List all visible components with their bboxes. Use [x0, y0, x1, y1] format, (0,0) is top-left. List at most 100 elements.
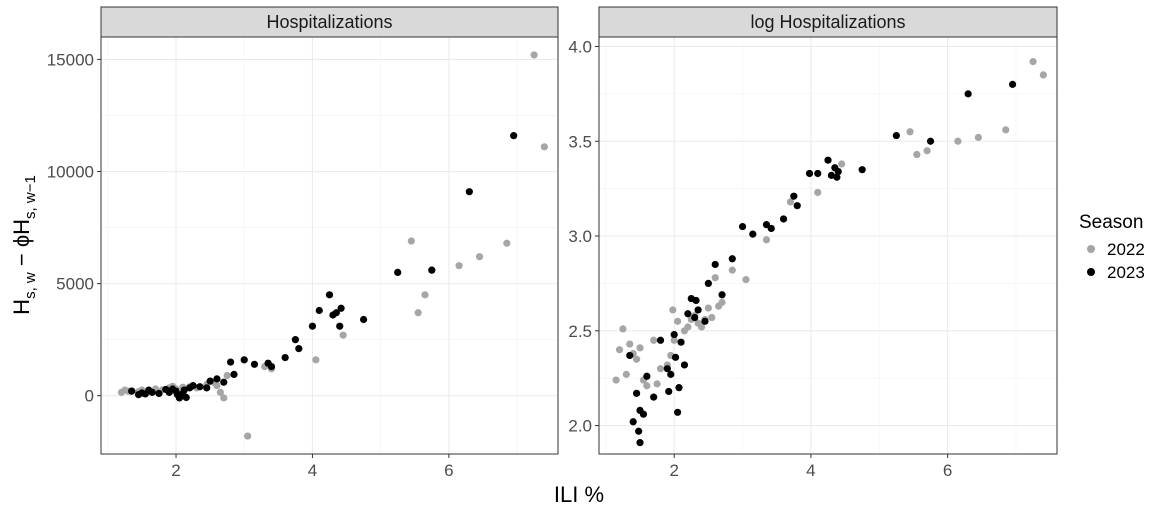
- point-2023: [680, 361, 689, 369]
- point-2023: [220, 378, 228, 386]
- point-2022: [1039, 71, 1047, 79]
- axis-ticks: 2 4 6 2.0 2.5 3.0 3.5 4.0: [568, 37, 952, 480]
- point-2023: [694, 306, 702, 314]
- point-2023: [663, 365, 671, 373]
- y-tick-label: 2.0: [568, 417, 592, 436]
- axis-ticks: 2 4 6 0 5000 10000 15000: [47, 50, 454, 480]
- point-2023: [1008, 80, 1017, 88]
- point-2023: [691, 313, 699, 322]
- point-2023: [858, 166, 866, 174]
- point-2022: [530, 51, 538, 59]
- point-2022: [708, 313, 716, 322]
- point-2022: [838, 160, 846, 168]
- y-axis-title-subscript-1: s, w: [22, 272, 39, 299]
- point-2023: [926, 137, 935, 145]
- panel-strip: [100, 6, 559, 38]
- point-2022: [786, 198, 795, 206]
- point-2022: [670, 336, 678, 344]
- point-2022: [540, 143, 548, 151]
- point-2023: [675, 384, 683, 392]
- point-2022: [612, 376, 620, 384]
- panel-background: [599, 37, 1057, 454]
- y-tick-label: 10000: [47, 163, 94, 182]
- point-2023: [834, 167, 842, 176]
- point-2022: [216, 388, 224, 396]
- y-tick-label: 5000: [56, 275, 94, 294]
- legend-label-2023: 2023: [1107, 263, 1145, 282]
- point-2022: [626, 340, 634, 348]
- point-2022: [762, 236, 771, 244]
- point-2023: [827, 171, 836, 179]
- point-2023: [180, 386, 188, 394]
- point-2022: [619, 325, 627, 333]
- point-2023: [964, 90, 972, 98]
- panel-border: [100, 36, 559, 455]
- legend-title: Season: [1079, 212, 1143, 233]
- point-2023: [674, 408, 682, 416]
- point-2023: [833, 173, 841, 181]
- point-2022: [312, 356, 320, 364]
- point-2023: [182, 393, 190, 402]
- point-2022: [1029, 58, 1037, 66]
- point-2023: [665, 387, 673, 396]
- point-2023: [315, 306, 323, 315]
- point-2022: [220, 394, 228, 402]
- y-tick-label: 4.0: [568, 37, 592, 56]
- point-2022: [923, 147, 931, 155]
- point-2023: [790, 192, 798, 200]
- point-2022: [1002, 126, 1010, 134]
- point-2023: [337, 304, 345, 312]
- x-tick-label: 2: [669, 461, 678, 480]
- point-2023: [767, 224, 775, 233]
- point-2023: [749, 230, 757, 238]
- point-2023: [692, 296, 700, 305]
- y-tick-label: 0: [85, 387, 94, 406]
- legend-key-2022: [1087, 245, 1095, 253]
- y-tick-label: 15000: [47, 50, 94, 69]
- point-2023: [728, 255, 736, 263]
- y-tick-label: 3.0: [568, 227, 592, 246]
- point-2022: [814, 188, 822, 197]
- panel-title: log Hospitalizations: [750, 12, 905, 32]
- point-2023: [667, 370, 675, 378]
- point-2022: [656, 365, 665, 373]
- point-2023: [206, 377, 214, 385]
- point-2022: [407, 237, 415, 245]
- y-axis-title: Hs, w − ϕHs, w−1: [9, 175, 39, 315]
- point-2023: [643, 372, 651, 380]
- point-2022: [213, 382, 221, 390]
- data-points: [117, 51, 548, 440]
- x-tick-label: 6: [943, 461, 952, 480]
- point-2023: [892, 131, 900, 140]
- point-2023: [394, 268, 402, 277]
- point-2022: [653, 380, 661, 388]
- point-2023: [291, 336, 299, 344]
- point-2023: [148, 388, 156, 396]
- panel-border: [598, 36, 1058, 455]
- gridlines: [599, 37, 1057, 454]
- legend-label-2022: 2022: [1107, 240, 1145, 259]
- point-2022: [728, 266, 736, 274]
- panel-hospitalizations: Hospitalizations 2 4 6 0 5000 10000 15000: [47, 6, 559, 480]
- point-2022: [414, 309, 422, 317]
- point-2023: [196, 383, 204, 391]
- point-2022: [503, 239, 511, 247]
- point-2023: [465, 188, 473, 196]
- point-2023: [738, 222, 747, 231]
- point-2023: [632, 389, 641, 397]
- point-2023: [670, 330, 678, 339]
- point-2023: [203, 384, 211, 392]
- point-2022: [339, 331, 347, 339]
- point-2022: [704, 304, 712, 312]
- y-axis-title-main: H: [9, 299, 34, 315]
- y-tick-label: 2.5: [568, 322, 592, 341]
- panel-background: [101, 37, 558, 454]
- point-2023: [718, 291, 726, 299]
- point-2023: [805, 169, 814, 178]
- x-tick-label: 4: [806, 461, 815, 480]
- point-2022: [674, 317, 682, 325]
- point-2023: [629, 418, 637, 426]
- point-2022: [669, 306, 677, 314]
- point-2023: [656, 336, 665, 344]
